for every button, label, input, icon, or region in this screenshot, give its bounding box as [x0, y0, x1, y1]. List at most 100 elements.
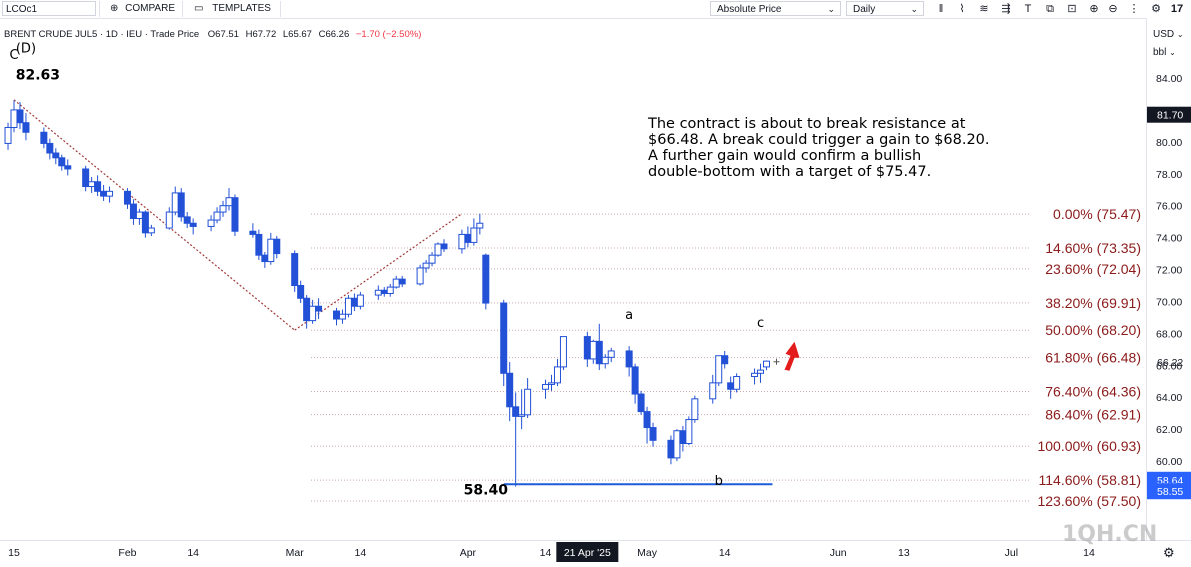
candle-body — [715, 355, 723, 384]
candle-body — [100, 190, 108, 197]
candle-body — [559, 336, 567, 368]
candle-body — [757, 369, 765, 374]
candle-body — [553, 366, 561, 384]
bullish-arrow-icon — [784, 341, 800, 371]
cursor-cross-icon — [773, 358, 780, 365]
currency-value: USD — [1153, 29, 1175, 40]
chevron-down-icon: ⌄ — [827, 4, 835, 14]
instrument-info-line: BRENT CRUDE JUL5 · 1D · IEU · Trade Pric… — [4, 29, 421, 40]
candle-body — [52, 152, 60, 159]
candle-body — [94, 181, 102, 192]
candle-body — [518, 414, 526, 417]
candle-body — [4, 126, 12, 144]
annotation-line: The contract is about to break resistanc… — [648, 116, 966, 132]
axis-settings-icon[interactable]: ⚙ — [1163, 545, 1175, 560]
candle-body — [643, 411, 651, 429]
price-mode-select[interactable]: Absolute Price ⌄ — [710, 1, 841, 16]
fib-level-label: 50.00% (68.20) — [1045, 322, 1141, 338]
price-axis-panel[interactable] — [1146, 18, 1191, 540]
high-value: H67.72 — [245, 29, 277, 40]
wave-label: (D) — [16, 41, 36, 56]
toolbar-divider — [182, 1, 183, 17]
candle-body — [291, 253, 299, 286]
candle-body — [727, 382, 735, 390]
candle-body — [607, 350, 615, 358]
candle-body — [673, 430, 681, 459]
candle-body — [685, 419, 693, 445]
candle-body — [763, 360, 770, 368]
candle-body — [374, 289, 382, 296]
candle-body — [213, 211, 221, 221]
interval-select[interactable]: Daily ⌄ — [846, 1, 924, 16]
zoom-in-icon[interactable]: ⊕ — [1089, 3, 1099, 15]
wave-label: b — [715, 474, 723, 489]
currency-select[interactable]: USD ⌄ — [1150, 27, 1188, 43]
candle-body — [297, 285, 305, 299]
chevron-down-icon: ⌄ — [1169, 48, 1176, 57]
candle-body — [733, 375, 741, 390]
templates-button[interactable]: ▭ TEMPLATES — [186, 1, 276, 16]
analysis-annotation: The contract is about to break resistanc… — [648, 116, 1008, 180]
more-icon[interactable]: ⋮ — [1128, 3, 1140, 15]
candle-body — [147, 227, 155, 234]
candle-body — [249, 230, 257, 235]
pitchfork-icon[interactable]: ⇶ — [1001, 3, 1011, 15]
top-toolbar: LCOc1 ⊕ COMPARE ▭ TEMPLATES Absolute Pri… — [0, 0, 1191, 19]
instrument-name: BRENT CRUDE JUL5 · 1D · IEU · Trade Pric… — [4, 29, 200, 40]
candle-body — [315, 305, 323, 312]
interval-value: Daily — [853, 4, 876, 15]
candlestick-icon[interactable]: ǁ — [938, 3, 944, 15]
templates-label: TEMPLATES — [212, 3, 271, 14]
price-mode-value: Absolute Price — [717, 4, 782, 15]
fib-level-label: 61.80% (66.48) — [1045, 350, 1141, 366]
wave-icon[interactable]: ≋ — [979, 3, 989, 15]
text-tool-icon[interactable]: T — [1024, 3, 1032, 15]
zoom-out-icon[interactable]: ⊖ — [1108, 3, 1118, 15]
settings-icon[interactable]: ⚙ — [1151, 3, 1161, 15]
candle-body — [255, 233, 263, 256]
toolbar-divider — [280, 1, 281, 17]
candle-body — [434, 243, 442, 256]
time-axis-panel[interactable] — [0, 540, 1191, 567]
candle-body — [482, 254, 490, 304]
candle-body — [649, 427, 657, 441]
candle-body — [631, 366, 639, 395]
low-value: L65.67 — [282, 29, 312, 40]
trend-line — [13, 99, 296, 331]
candle-body — [679, 430, 687, 445]
selection-icon[interactable]: ⧉ — [1046, 3, 1054, 15]
unit-select[interactable]: bbl ⌄ — [1150, 45, 1188, 61]
candle-body — [709, 382, 717, 400]
annotation-line: A further gain would confirm a bullish — [648, 148, 922, 164]
candle-body — [344, 297, 352, 315]
symbol-search-input[interactable]: LCOc1 — [2, 1, 96, 16]
candle-body — [189, 222, 197, 227]
measure-icon[interactable]: ⊡ — [1067, 3, 1077, 15]
tradingview-logo-icon: 17 — [1170, 3, 1184, 15]
fib-level-label: 76.40% (64.36) — [1045, 383, 1141, 399]
fib-level-label: 123.60% (57.50) — [1037, 493, 1141, 509]
candle-body — [386, 286, 394, 294]
candle-body — [356, 294, 364, 307]
line-chart-icon[interactable]: ⌇ — [959, 3, 965, 15]
close-value: C66.26 — [318, 29, 350, 40]
fib-level-label: 0.00% (75.47) — [1053, 206, 1141, 222]
candle-body — [589, 340, 597, 360]
candle-body — [165, 211, 173, 229]
candle-body — [691, 398, 699, 421]
compare-label: COMPARE — [125, 3, 175, 14]
candle-body — [261, 254, 269, 263]
fib-level-label: 100.00% (60.93) — [1037, 438, 1141, 454]
change-value: −1.70 (−2.50%) — [355, 29, 422, 40]
candle-body — [333, 310, 340, 320]
candle-body — [10, 109, 18, 128]
candle-body — [506, 372, 514, 408]
candle-body — [58, 157, 66, 167]
annotation-line: double-bottom with a target of $75.47. — [648, 164, 932, 180]
candle-body — [428, 254, 436, 264]
fib-level-label: 86.40% (62.91) — [1045, 407, 1141, 423]
compare-button[interactable]: ⊕ COMPARE — [102, 1, 178, 16]
chevron-down-icon: ⌄ — [910, 4, 918, 14]
watermark: 1QH.CN — [1062, 522, 1158, 547]
